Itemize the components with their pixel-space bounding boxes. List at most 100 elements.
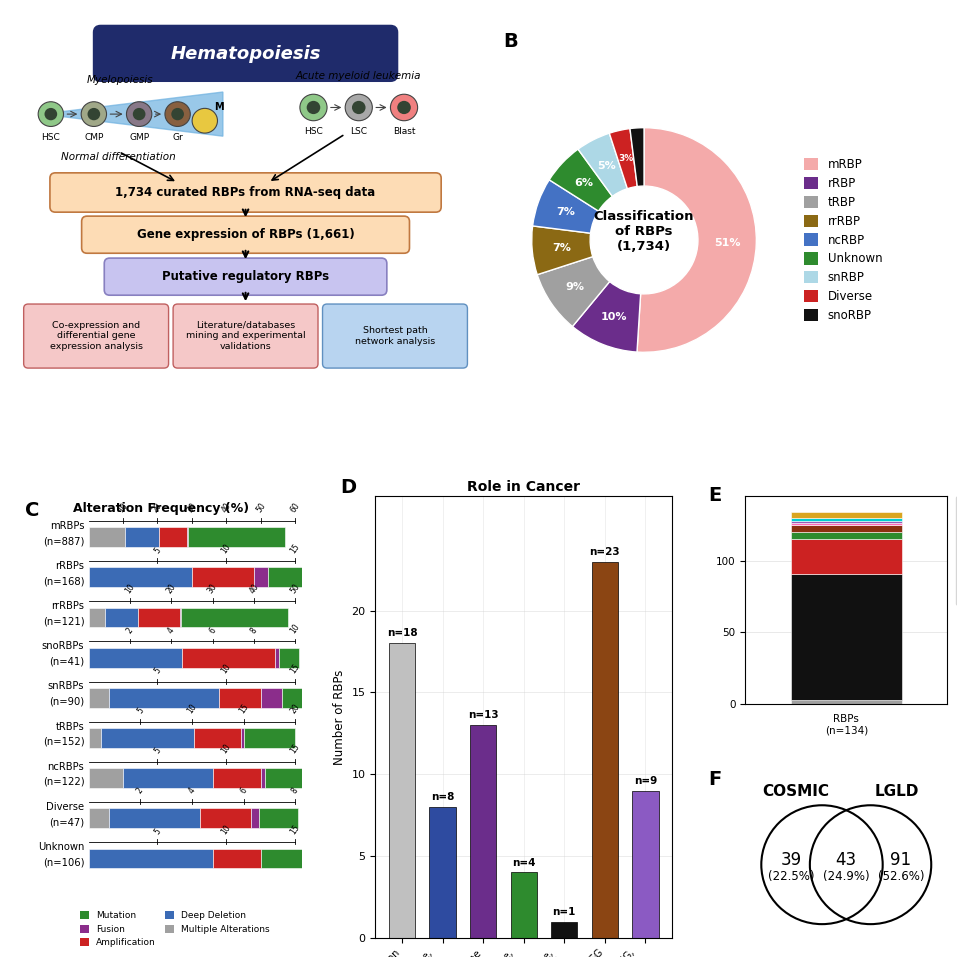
Bar bbox=[268, 568, 302, 588]
Text: (n=152): (n=152) bbox=[43, 737, 84, 746]
Text: 50: 50 bbox=[289, 582, 301, 595]
Text: 30: 30 bbox=[186, 501, 198, 515]
Text: 8: 8 bbox=[290, 787, 300, 795]
Text: 91: 91 bbox=[890, 851, 911, 869]
Bar bbox=[790, 521, 901, 523]
Bar bbox=[89, 728, 100, 748]
Bar bbox=[109, 688, 219, 708]
Text: (52.6%): (52.6%) bbox=[878, 870, 924, 882]
Text: Literature/databases
mining and experimental
validations: Literature/databases mining and experime… bbox=[186, 321, 305, 350]
Text: C: C bbox=[25, 501, 39, 520]
Bar bbox=[259, 809, 298, 828]
Bar bbox=[109, 809, 200, 828]
Bar bbox=[790, 573, 901, 700]
Text: D: D bbox=[340, 478, 356, 498]
Bar bbox=[790, 532, 901, 539]
Circle shape bbox=[87, 108, 100, 121]
Text: snoRBPs: snoRBPs bbox=[42, 641, 84, 652]
Text: (n=887): (n=887) bbox=[43, 536, 84, 546]
Bar bbox=[124, 527, 159, 547]
Text: 4: 4 bbox=[187, 787, 197, 795]
Text: (24.9%): (24.9%) bbox=[823, 870, 870, 882]
Bar bbox=[89, 688, 109, 708]
Bar bbox=[261, 849, 309, 868]
Bar bbox=[790, 539, 901, 573]
Bar bbox=[105, 608, 138, 628]
Bar bbox=[159, 527, 187, 547]
Circle shape bbox=[397, 100, 411, 114]
Circle shape bbox=[352, 100, 366, 114]
Circle shape bbox=[345, 94, 372, 121]
Circle shape bbox=[192, 108, 217, 133]
Text: 40: 40 bbox=[220, 501, 233, 515]
Bar bbox=[181, 608, 288, 628]
FancyBboxPatch shape bbox=[50, 173, 441, 212]
Text: 50: 50 bbox=[255, 501, 267, 515]
Text: (n=122): (n=122) bbox=[43, 777, 84, 787]
Text: 15: 15 bbox=[289, 743, 301, 755]
Text: (n=90): (n=90) bbox=[49, 697, 84, 706]
Text: 2: 2 bbox=[135, 787, 145, 795]
Text: rrRBPs: rrRBPs bbox=[52, 601, 84, 612]
Text: n=23: n=23 bbox=[590, 546, 620, 557]
Circle shape bbox=[44, 108, 57, 121]
Text: 20: 20 bbox=[151, 501, 164, 515]
Bar bbox=[89, 849, 212, 868]
Text: 1,734 curated RBPs from RNA-seq data: 1,734 curated RBPs from RNA-seq data bbox=[116, 187, 376, 199]
Bar bbox=[100, 728, 194, 748]
Text: 5: 5 bbox=[152, 746, 163, 755]
Circle shape bbox=[300, 94, 327, 121]
Text: 10: 10 bbox=[186, 702, 198, 715]
Text: Normal differentiation: Normal differentiation bbox=[61, 151, 176, 162]
Text: (n=121): (n=121) bbox=[43, 616, 84, 627]
Circle shape bbox=[306, 100, 321, 114]
Bar bbox=[212, 849, 261, 868]
Text: 43: 43 bbox=[835, 851, 857, 869]
Text: mRBPs: mRBPs bbox=[50, 521, 84, 531]
Bar bbox=[511, 873, 537, 938]
Text: 10: 10 bbox=[220, 542, 233, 555]
Circle shape bbox=[133, 108, 145, 121]
Bar bbox=[194, 728, 240, 748]
Text: (n=168): (n=168) bbox=[43, 576, 84, 587]
Text: 15: 15 bbox=[237, 702, 250, 715]
Text: 60: 60 bbox=[289, 501, 301, 515]
Bar bbox=[261, 768, 265, 788]
Bar bbox=[89, 608, 105, 628]
Bar bbox=[89, 809, 109, 828]
Text: (n=106): (n=106) bbox=[43, 857, 84, 867]
Bar bbox=[180, 608, 181, 628]
Text: LSC: LSC bbox=[350, 127, 367, 136]
Bar bbox=[389, 643, 415, 938]
Polygon shape bbox=[42, 92, 223, 136]
Bar bbox=[261, 688, 281, 708]
Bar bbox=[240, 728, 244, 748]
Text: 10: 10 bbox=[220, 743, 233, 755]
Text: Hematopoiesis: Hematopoiesis bbox=[170, 45, 321, 62]
Text: (n=41): (n=41) bbox=[49, 657, 84, 666]
Bar bbox=[790, 512, 901, 518]
Text: ncRBPs: ncRBPs bbox=[48, 762, 84, 771]
Bar bbox=[89, 648, 182, 668]
Text: 20: 20 bbox=[289, 702, 301, 715]
Text: 10: 10 bbox=[220, 662, 233, 676]
FancyBboxPatch shape bbox=[104, 258, 387, 295]
Text: 5: 5 bbox=[152, 827, 163, 835]
Bar bbox=[281, 688, 316, 708]
Text: Acute myeloid leukemia: Acute myeloid leukemia bbox=[296, 71, 421, 81]
Bar bbox=[187, 527, 189, 547]
Bar bbox=[633, 790, 658, 938]
Text: 15: 15 bbox=[289, 542, 301, 555]
Bar bbox=[470, 725, 497, 938]
Bar bbox=[430, 807, 456, 938]
Legend: Diverse (n=3), mRNA (n=88), ncRNA (n=24), ribosome (n=5), rRNA (n=5), snoRNA (n=: Diverse (n=3), mRNA (n=88), ncRNA (n=24)… bbox=[956, 497, 957, 605]
Text: n=9: n=9 bbox=[634, 776, 657, 786]
Text: 5: 5 bbox=[152, 545, 163, 555]
Bar bbox=[89, 768, 123, 788]
Text: 30: 30 bbox=[206, 582, 219, 595]
Text: 39: 39 bbox=[781, 851, 802, 869]
Text: E: E bbox=[709, 486, 722, 504]
Text: M: M bbox=[213, 102, 224, 113]
Text: 20: 20 bbox=[165, 582, 178, 595]
Text: n=1: n=1 bbox=[552, 906, 576, 917]
